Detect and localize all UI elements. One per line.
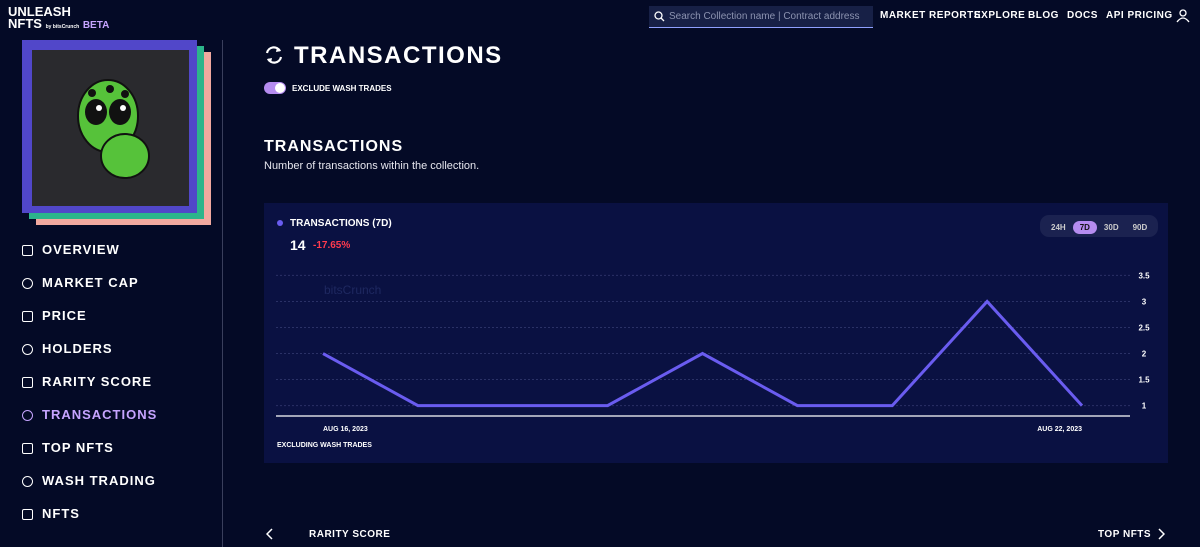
y-tick-label: 3: [1142, 297, 1147, 306]
y-tick-label: 2: [1142, 350, 1147, 359]
page-title: TRANSACTIONS: [294, 42, 503, 69]
period-button[interactable]: 30D: [1103, 223, 1119, 232]
search-box[interactable]: Search Collection name | Contract addres…: [649, 6, 873, 28]
logo-bottom: NFTS: [8, 16, 42, 31]
prev-arrow[interactable]: [266, 528, 274, 540]
transactions-icon: [265, 46, 283, 64]
nav-link[interactable]: API PRICING: [1106, 10, 1173, 21]
sidebar-divider: [222, 40, 223, 547]
menu-icon: [22, 245, 33, 256]
menu-item[interactable]: WASH TRADING: [42, 473, 156, 488]
menu-icon: [22, 344, 33, 355]
prev-link[interactable]: RARITY SCORE: [309, 529, 391, 540]
menu-item[interactable]: PRICE: [42, 308, 87, 323]
nav-link[interactable]: BLOG: [1028, 10, 1059, 21]
chart-card: 14 -17.65% 24H 7D 30D 90D bitsCrunch EXCLUD…: [264, 203, 1168, 463]
beta-badge: BETA: [82, 20, 110, 31]
nav-link[interactable]: EXPLORE: [974, 10, 1026, 21]
menu-item[interactable]: OVERVIEW: [42, 242, 120, 257]
next-arrow[interactable]: [1157, 528, 1165, 540]
data-line: [322, 299, 1084, 408]
toggle[interactable]: [264, 82, 286, 94]
search-placeholder: Search Collection name | Contract addres…: [669, 11, 860, 22]
menu-icon: [22, 410, 33, 421]
section-title: TRANSACTIONS: [264, 138, 404, 155]
change-value: -17.65%: [313, 240, 351, 251]
menu-item[interactable]: TOP NFTS: [42, 440, 114, 455]
search-icon: [654, 11, 665, 22]
logo[interactable]: UNLEASH NFTS by bitsCrunch BETA: [8, 4, 110, 33]
period-selector: 24H 7D 30D 90D: [1040, 215, 1159, 237]
menu-icon: [22, 443, 33, 454]
x-tick-label: AUG 22, 2023: [1037, 426, 1082, 433]
menu-icon: [22, 278, 33, 289]
menu-item[interactable]: TRANSACTIONS: [42, 407, 158, 422]
logo-top: UNLEASH: [8, 4, 71, 19]
menu-item[interactable]: HOLDERS: [42, 341, 113, 356]
menu-item[interactable]: MARKET CAP: [42, 275, 139, 290]
user-icon[interactable]: [1176, 9, 1190, 23]
menu-icon: [22, 377, 33, 388]
y-tick-label: 1.5: [1138, 376, 1150, 385]
y-tick-label: 3.5: [1138, 271, 1150, 280]
nav-link[interactable]: DOCS: [1067, 10, 1098, 21]
menu-item[interactable]: NFTS: [42, 506, 80, 521]
section-subtitle: Number of transactions within the collec…: [264, 160, 480, 172]
y-tick-label: 1: [1142, 402, 1147, 411]
period-button[interactable]: 7D: [1072, 221, 1097, 234]
y-tick-label: 2.5: [1138, 323, 1150, 332]
chart: 1 1.5 2 2.5 3 3.5 AUG 16, 2023 AUG 22, 2023 TRAN…: [276, 218, 1150, 433]
menu-icon: [22, 476, 33, 487]
toggle-label: EXCLUDE WASH TRADES: [292, 84, 392, 93]
menu-item[interactable]: RARITY SCORE: [42, 374, 152, 389]
footnote: EXCLUDING WASH TRADES: [277, 442, 372, 449]
menu-icon: [22, 311, 33, 322]
period-button[interactable]: 90D: [1132, 223, 1148, 232]
period-button[interactable]: 24H: [1051, 223, 1066, 232]
current-value: 14: [290, 237, 306, 253]
collection-image: [22, 40, 211, 225]
legend-label: TRANSACTIONS (7D): [290, 218, 392, 229]
nav-link[interactable]: MARKET REPORTS: [880, 10, 981, 21]
logo-by: by bitsCrunch: [45, 24, 80, 30]
menu-icon: [22, 509, 33, 520]
legend-dot: [277, 220, 283, 226]
x-tick-label: AUG 16, 2023: [323, 426, 368, 433]
next-link[interactable]: TOP NFTS: [1098, 529, 1152, 540]
watermark: bitsCrunch: [324, 283, 382, 297]
